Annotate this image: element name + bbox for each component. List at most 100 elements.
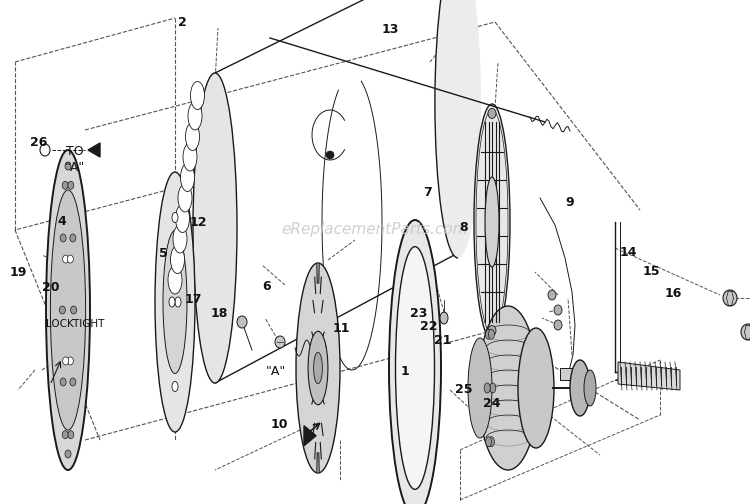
Ellipse shape — [474, 104, 510, 340]
Ellipse shape — [59, 306, 65, 314]
Ellipse shape — [485, 177, 499, 267]
Text: 12: 12 — [190, 216, 208, 229]
Ellipse shape — [237, 316, 247, 328]
Ellipse shape — [163, 230, 187, 373]
Ellipse shape — [488, 326, 496, 336]
Text: 18: 18 — [210, 307, 228, 320]
Text: 20: 20 — [42, 281, 60, 294]
Text: 6: 6 — [262, 280, 271, 293]
Text: 19: 19 — [9, 266, 27, 279]
Ellipse shape — [584, 370, 596, 406]
Ellipse shape — [40, 144, 50, 156]
Ellipse shape — [68, 181, 74, 190]
Ellipse shape — [570, 360, 590, 416]
Polygon shape — [618, 362, 680, 390]
Ellipse shape — [308, 331, 328, 405]
Ellipse shape — [440, 312, 448, 324]
Ellipse shape — [176, 205, 190, 232]
Ellipse shape — [175, 297, 181, 307]
Ellipse shape — [173, 225, 187, 253]
Ellipse shape — [395, 246, 434, 489]
Ellipse shape — [65, 162, 71, 170]
Ellipse shape — [478, 306, 538, 470]
Ellipse shape — [188, 102, 202, 130]
Ellipse shape — [190, 82, 205, 109]
Text: 4: 4 — [57, 215, 66, 228]
Ellipse shape — [548, 290, 556, 300]
Ellipse shape — [178, 184, 192, 212]
Text: 25: 25 — [454, 383, 472, 396]
Ellipse shape — [275, 336, 285, 348]
Text: 17: 17 — [184, 293, 202, 306]
Ellipse shape — [193, 73, 237, 383]
Ellipse shape — [314, 352, 322, 384]
Ellipse shape — [554, 305, 562, 315]
Ellipse shape — [488, 436, 494, 447]
Bar — [560, 368, 578, 380]
Ellipse shape — [63, 357, 69, 365]
Text: TO: TO — [66, 145, 84, 158]
Ellipse shape — [518, 328, 554, 448]
Ellipse shape — [326, 151, 334, 159]
Text: 5: 5 — [159, 246, 168, 260]
Ellipse shape — [70, 234, 76, 242]
Ellipse shape — [389, 220, 441, 504]
Ellipse shape — [60, 378, 66, 386]
Text: 16: 16 — [664, 287, 682, 300]
Ellipse shape — [62, 181, 68, 190]
Text: 13: 13 — [381, 23, 399, 36]
Ellipse shape — [172, 382, 178, 392]
Ellipse shape — [488, 108, 496, 118]
Text: eReplacementParts.com: eReplacementParts.com — [282, 222, 468, 237]
Ellipse shape — [485, 436, 491, 447]
Ellipse shape — [296, 263, 340, 473]
Text: 22: 22 — [420, 320, 438, 333]
Ellipse shape — [488, 329, 494, 339]
Text: 23: 23 — [410, 307, 428, 320]
Ellipse shape — [68, 255, 74, 263]
Polygon shape — [88, 143, 100, 157]
Text: 9: 9 — [566, 196, 574, 209]
Text: 26: 26 — [30, 136, 48, 149]
Ellipse shape — [172, 213, 178, 222]
Text: 7: 7 — [423, 186, 432, 199]
Ellipse shape — [485, 329, 491, 339]
Ellipse shape — [723, 290, 737, 306]
Polygon shape — [304, 426, 316, 446]
Ellipse shape — [185, 122, 200, 151]
Ellipse shape — [60, 234, 66, 242]
Text: 2: 2 — [178, 16, 187, 29]
Text: 21: 21 — [433, 334, 451, 347]
Text: "A": "A" — [266, 365, 286, 379]
Ellipse shape — [435, 0, 481, 258]
Ellipse shape — [484, 383, 490, 393]
Ellipse shape — [46, 150, 90, 470]
Text: 10: 10 — [270, 418, 288, 431]
Ellipse shape — [68, 431, 74, 438]
Ellipse shape — [63, 255, 69, 263]
Text: 24: 24 — [482, 397, 500, 410]
Ellipse shape — [62, 431, 68, 438]
Ellipse shape — [741, 324, 750, 340]
Text: 8: 8 — [459, 221, 468, 234]
Ellipse shape — [65, 450, 71, 458]
Ellipse shape — [155, 172, 195, 432]
Ellipse shape — [169, 297, 175, 307]
Text: 15: 15 — [642, 265, 660, 278]
Ellipse shape — [554, 320, 562, 330]
Ellipse shape — [170, 245, 184, 274]
Ellipse shape — [70, 378, 76, 386]
Ellipse shape — [490, 383, 496, 393]
Text: 11: 11 — [332, 322, 350, 335]
Text: LOCKTIGHT: LOCKTIGHT — [46, 319, 104, 329]
Ellipse shape — [70, 306, 76, 314]
Ellipse shape — [68, 357, 74, 365]
Ellipse shape — [50, 190, 86, 430]
Ellipse shape — [183, 143, 197, 171]
Ellipse shape — [168, 266, 182, 294]
Text: 1: 1 — [400, 365, 410, 379]
Ellipse shape — [468, 338, 492, 438]
Text: "A": "A" — [64, 161, 85, 174]
Ellipse shape — [181, 163, 194, 192]
Text: 14: 14 — [620, 245, 638, 259]
